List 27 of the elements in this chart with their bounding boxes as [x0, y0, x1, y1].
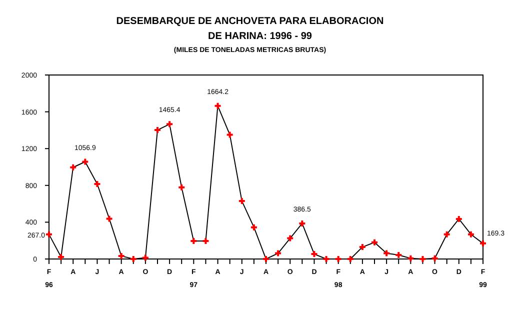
point [274, 249, 282, 258]
point [334, 255, 342, 263]
point [129, 255, 138, 263]
chart-subtitle: DE HARINA: 1996 - 99 [208, 31, 312, 42]
point [262, 255, 270, 263]
point [430, 254, 439, 262]
point [69, 163, 78, 172]
point [406, 254, 415, 262]
point [442, 230, 451, 238]
point [45, 230, 53, 238]
point [226, 130, 234, 139]
point [322, 255, 330, 263]
point [214, 102, 222, 110]
point [479, 239, 487, 248]
point [382, 249, 391, 258]
chart-title: DESEMBARQUE DE ANCHOVETA PARA ELABORACION [116, 16, 384, 27]
point [370, 238, 378, 246]
point [466, 230, 475, 238]
point [346, 255, 354, 263]
point [286, 234, 294, 242]
point [418, 255, 427, 263]
point [81, 158, 90, 166]
point [250, 223, 258, 232]
point [166, 120, 174, 128]
point [141, 254, 150, 262]
point [178, 183, 186, 192]
point [105, 214, 114, 223]
